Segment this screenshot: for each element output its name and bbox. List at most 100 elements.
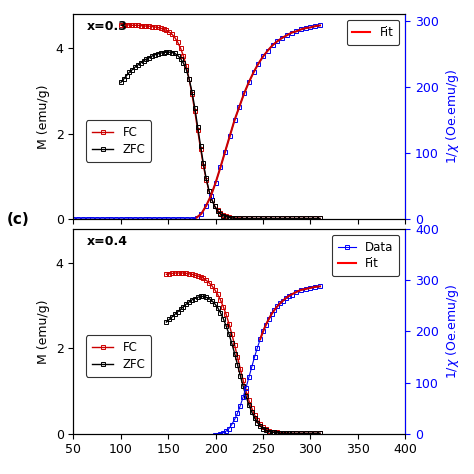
Fit xyxy=(241,91,247,96)
FC xyxy=(135,22,141,28)
ZFC xyxy=(161,50,166,55)
ZFC xyxy=(312,430,318,436)
Fit xyxy=(280,298,286,303)
Fit xyxy=(279,35,285,41)
Line: Data: Data xyxy=(72,24,322,220)
Fit xyxy=(317,283,323,289)
ZFC xyxy=(164,319,169,325)
FC xyxy=(286,430,292,436)
ZFC xyxy=(232,216,237,221)
Line: ZFC: ZFC xyxy=(118,50,322,221)
Fit xyxy=(251,70,256,75)
ZFC xyxy=(269,429,274,435)
Data xyxy=(317,283,323,289)
Data xyxy=(266,316,272,322)
Data xyxy=(166,433,172,439)
Data xyxy=(260,54,266,59)
Data xyxy=(137,216,143,222)
Line: Data: Data xyxy=(72,285,322,438)
Fit xyxy=(255,61,261,66)
Text: x=0.4: x=0.4 xyxy=(87,235,128,248)
Y-axis label: M (emu/g): M (emu/g) xyxy=(37,299,50,364)
ZFC xyxy=(198,293,203,299)
Fit xyxy=(222,149,228,155)
FC xyxy=(241,216,247,221)
Fit xyxy=(303,25,309,31)
Line: Fit: Fit xyxy=(197,26,320,218)
Fit xyxy=(265,48,271,54)
ZFC xyxy=(277,430,283,436)
Fit xyxy=(263,322,269,328)
Fit xyxy=(260,54,266,59)
Legend: Fit: Fit xyxy=(346,20,400,45)
ZFC xyxy=(206,188,212,193)
Fit xyxy=(284,33,290,38)
Fit xyxy=(246,79,252,85)
Fit xyxy=(272,307,277,313)
Data xyxy=(118,433,124,439)
ZFC xyxy=(209,298,215,303)
Fit xyxy=(266,316,272,322)
Data xyxy=(227,133,233,138)
Fit xyxy=(213,180,219,185)
Fit xyxy=(203,203,209,209)
Data xyxy=(71,433,76,439)
ZFC xyxy=(195,294,201,300)
FC xyxy=(124,22,129,27)
Fit xyxy=(283,295,289,301)
Fit xyxy=(312,284,318,290)
Fit xyxy=(289,292,294,297)
Fit xyxy=(303,286,309,292)
Data xyxy=(218,164,223,170)
Data xyxy=(289,30,294,36)
Line: FC: FC xyxy=(118,22,322,221)
FC xyxy=(312,430,318,436)
Fit xyxy=(257,336,263,342)
Y-axis label: 1/$\chi$ (Oe.emu/g): 1/$\chi$ (Oe.emu/g) xyxy=(445,69,461,164)
FC xyxy=(118,22,124,27)
Fit xyxy=(218,164,223,170)
ZFC xyxy=(144,56,149,62)
Fit xyxy=(237,104,242,109)
Data xyxy=(293,289,299,295)
ZFC xyxy=(212,301,218,307)
Y-axis label: 1/$\chi$ (Oe.emu/g): 1/$\chi$ (Oe.emu/g) xyxy=(445,283,461,379)
FC xyxy=(198,274,203,280)
ZFC xyxy=(260,426,266,431)
Text: (c): (c) xyxy=(7,212,30,227)
Fit xyxy=(194,215,200,220)
Legend: Data, Fit: Data, Fit xyxy=(332,235,400,276)
FC xyxy=(246,216,252,221)
Fit xyxy=(293,289,299,295)
Data xyxy=(71,216,76,222)
Line: ZFC: ZFC xyxy=(164,294,322,436)
Data xyxy=(213,180,219,185)
FC xyxy=(317,216,323,221)
Fit xyxy=(260,328,266,334)
FC xyxy=(269,429,274,435)
ZFC xyxy=(124,73,129,79)
ZFC xyxy=(118,80,124,85)
ZFC xyxy=(164,49,169,55)
Fit xyxy=(274,303,280,309)
FC xyxy=(144,23,149,29)
Fit xyxy=(227,133,233,138)
Fit xyxy=(199,211,204,217)
Fit xyxy=(317,23,323,28)
Fit xyxy=(293,28,299,34)
FC xyxy=(161,26,166,32)
Fit xyxy=(298,27,304,32)
Data xyxy=(317,23,323,28)
Fit xyxy=(270,42,275,48)
FC xyxy=(260,425,266,430)
Fit xyxy=(289,30,294,36)
FC xyxy=(209,283,215,289)
FC xyxy=(317,430,323,436)
ZFC xyxy=(251,216,256,221)
Fit xyxy=(269,311,274,317)
Fit xyxy=(308,25,313,30)
Fit xyxy=(277,301,283,306)
Data xyxy=(178,433,183,439)
Fit xyxy=(232,117,237,123)
FC xyxy=(164,272,169,277)
